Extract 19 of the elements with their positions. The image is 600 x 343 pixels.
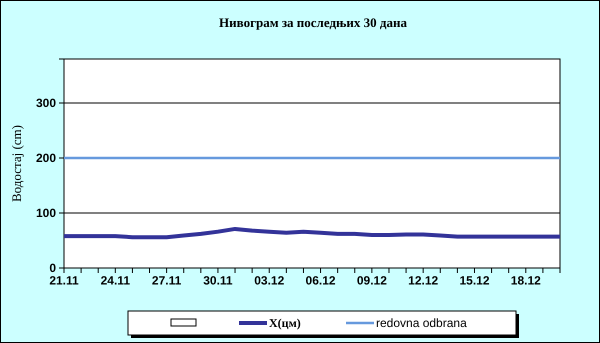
x-tick-label: 12.12 <box>408 274 439 288</box>
y-tick-label: 0 <box>49 260 56 275</box>
x-tick-label: 06.12 <box>306 274 336 288</box>
x-tick-label: 27.11 <box>152 274 182 288</box>
chart-title: Нивограм за последњих 30 дана <box>219 15 408 30</box>
y-tick-label: 200 <box>36 150 56 165</box>
x-tick-label: 03.12 <box>254 274 285 288</box>
x-tick-label: 24.11 <box>100 274 130 288</box>
y-tick-label: 100 <box>36 206 56 220</box>
legend-label: redovna odbrana <box>376 316 468 330</box>
x-tick-label: 18.12 <box>510 274 542 288</box>
x-tick-label: 21.11 <box>49 274 80 288</box>
line-series <box>62 226 562 240</box>
x-tick-label: 15.12 <box>459 274 490 288</box>
x-tick-label: 09.12 <box>356 274 388 288</box>
y-axis-title: Водостај (cm) <box>9 124 24 202</box>
y-tick-label: 300 <box>36 96 56 110</box>
legend-label: X(цм) <box>269 316 301 330</box>
x-tick-label: 30.11 <box>203 274 233 288</box>
